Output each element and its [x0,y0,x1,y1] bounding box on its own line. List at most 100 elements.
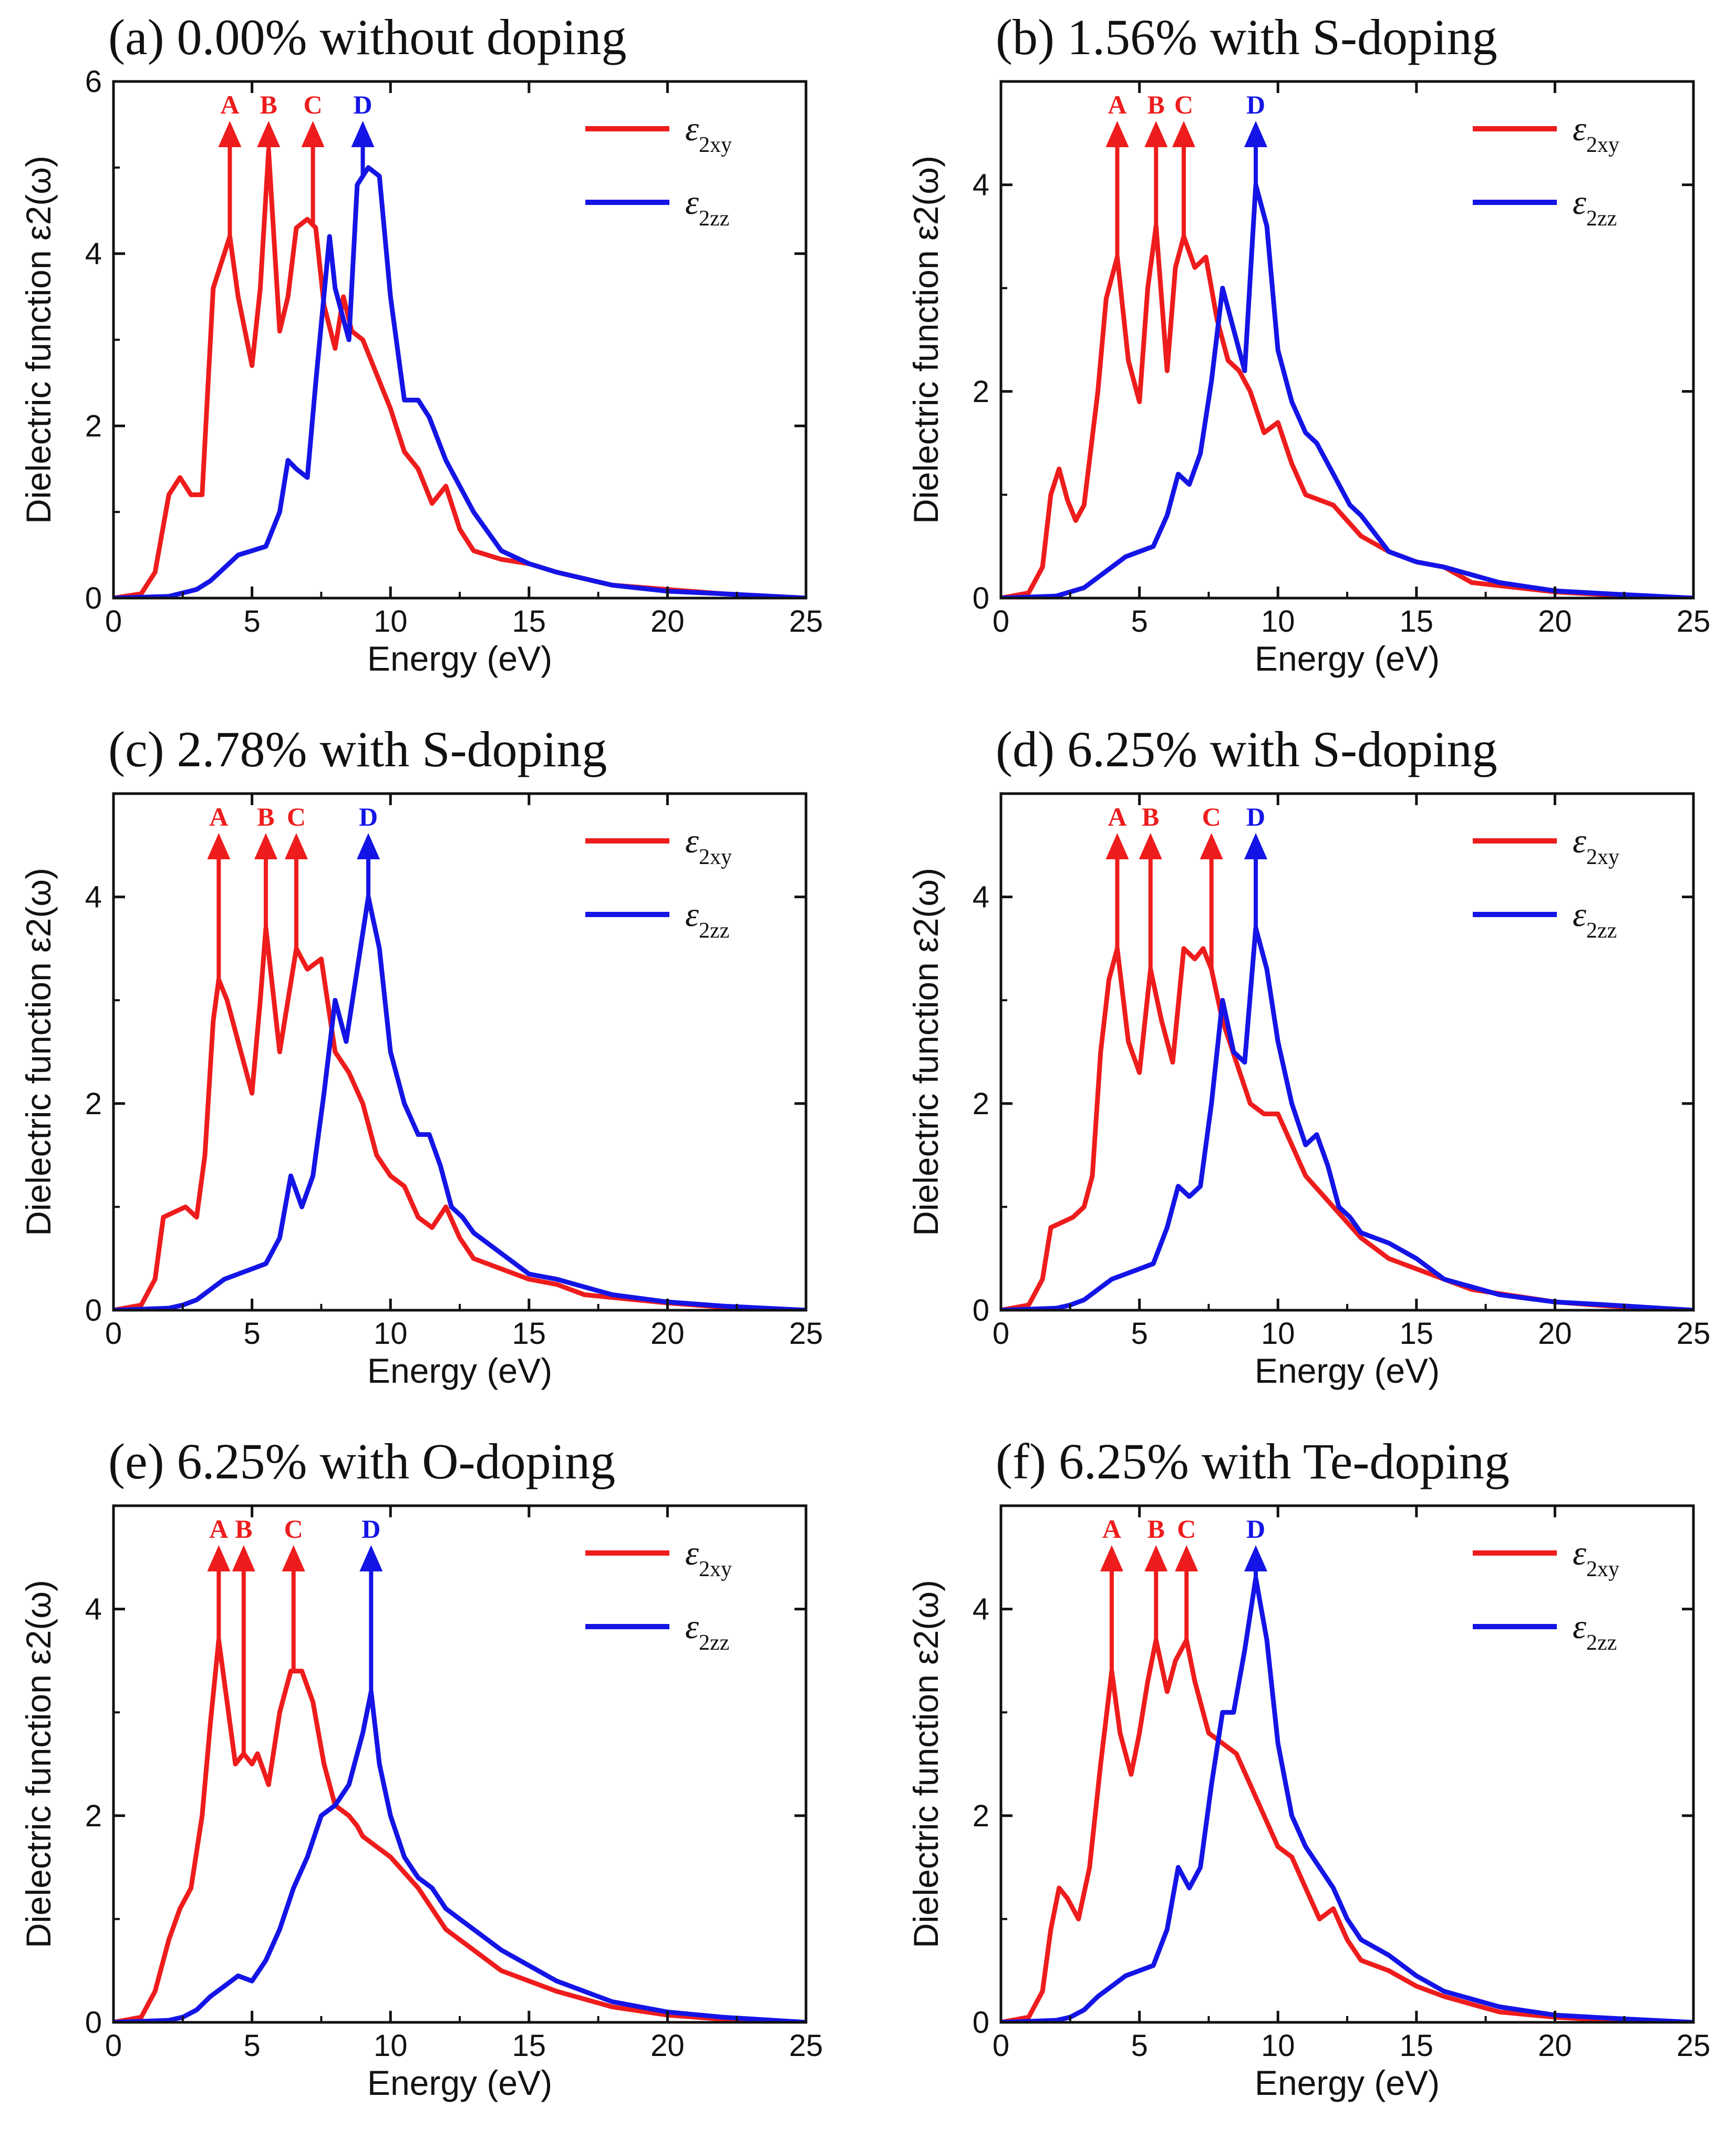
peak-arrow-head [207,833,231,859]
peak-arrow-head [1244,833,1268,859]
x-axis-label: Energy (eV) [367,2063,552,2102]
legend-label-xy: ε2xy [685,822,732,869]
peak-arrow-head [282,1545,305,1571]
y-tick-label: 0 [85,581,102,615]
y-axis-label: Dielectric function ε2(ω) [19,1580,58,1948]
peak-label-C: C [1202,802,1221,831]
peak-arrow-head [1100,1545,1123,1571]
y-axis-label: Dielectric function ε2(ω) [906,1580,945,1948]
peak-label-C: C [287,802,306,831]
x-tick-label: 15 [512,2029,546,2063]
x-tick-label: 20 [650,2029,685,2063]
plot-frame [999,792,1695,1312]
x-axis-label: Energy (eV) [367,639,552,678]
y-axis-label: Dielectric function ε2(ω) [906,868,945,1236]
panel-c: (c) 2.78% with S-doping 0 5 10 15 20 25 0 2 4 Ener… [19,721,823,1390]
legend-label-zz: ε2zz [1573,183,1617,231]
peak-label-A: A [209,802,228,831]
x-tick-label: 5 [243,604,260,639]
peak-label-B: B [1142,802,1159,831]
y-axis-label: Dielectric function ε2(ω) [19,156,58,524]
peak-label-C: C [1177,1514,1196,1544]
series-line-zz [1001,1576,1693,2022]
y-tick-label: 4 [85,880,102,914]
x-tick-label: 5 [243,2029,260,2063]
peak-arrow-head [257,121,281,147]
x-tick-label: 5 [1131,2029,1148,2063]
x-tick-label: 10 [374,1317,408,1351]
y-axis-label: Dielectric function ε2(ω) [19,868,58,1236]
x-axis-label: Energy (eV) [1255,1351,1440,1390]
peak-arrow-head [232,1545,255,1571]
legend-subscript: 2xy [699,845,732,869]
peak-arrow-head [1175,1545,1198,1571]
peak-arrow-head [1144,121,1168,147]
x-tick-label: 10 [374,2029,408,2063]
x-tick-label: 0 [105,2029,122,2063]
peak-arrow-head [284,833,308,859]
legend-subscript: 2zz [1586,207,1617,231]
y-tick-label: 0 [973,1293,989,1328]
legend-subscript: 2xy [1586,133,1619,157]
legend-label-xy: ε2xy [685,110,732,157]
peak-arrow-head [359,1545,383,1571]
peak-label-A: A [1108,90,1127,119]
x-tick-label: 15 [1400,604,1434,639]
peak-arrow-head [301,121,325,147]
x-tick-label: 5 [243,1317,260,1351]
peak-label-B: B [235,1514,252,1544]
x-tick-label: 0 [993,604,1009,639]
x-tick-label: 5 [1131,604,1148,639]
panel-title: (e) 6.25% with O-doping [108,1433,615,1489]
panel-b: (b) 1.56% with S-doping 0 5 10 15 20 25 0 2 4 Ener… [906,9,1710,678]
peak-arrow-head [254,833,277,859]
x-tick-label: 5 [1131,1317,1148,1351]
panel-title: (f) 6.25% with Te-doping [996,1433,1510,1489]
peak-label-A: A [220,90,239,119]
series-line-zz [113,894,806,1310]
series-line-xy [1001,946,1693,1310]
legend-label-zz: ε2zz [685,183,729,231]
x-tick-label: 25 [789,2029,823,2063]
panel-title: (b) 1.56% with S-doping [996,9,1497,65]
legend-label-xy: ε2xy [1573,822,1619,869]
peak-label-D: D [1246,802,1265,831]
legend-subscript: 2zz [699,207,729,231]
legend-subscript: 2xy [1586,1557,1619,1581]
y-tick-label: 0 [973,2006,989,2040]
legend-label-zz: ε2zz [1573,1608,1617,1655]
legend-subscript: 2zz [1586,919,1617,943]
peak-label-D: D [359,802,378,831]
panel-title: (a) 0.00% without doping [108,9,627,65]
x-tick-label: 15 [1400,1317,1434,1351]
panel-e: (e) 6.25% with O-doping 0 5 10 15 20 25 0 2 4 Ener… [19,1433,823,2102]
peak-arrow-head [351,121,375,147]
y-tick-label: 0 [85,2006,102,2040]
x-tick-label: 20 [1538,1317,1572,1351]
y-tick-label: 4 [973,1592,989,1627]
peak-arrow-head [1105,833,1129,859]
peak-label-A: A [1102,1514,1121,1544]
peak-label-C: C [1174,90,1193,119]
legend-label-zz: ε2zz [1573,896,1617,943]
panel-d: (d) 6.25% with S-doping 0 5 10 15 20 25 0 2 4 Ener… [906,721,1710,1390]
series-line-xy [1001,223,1693,598]
peak-label-D: D [1246,90,1265,119]
series-line-zz [1001,182,1693,598]
x-tick-label: 10 [1261,1317,1295,1351]
y-tick-label: 4 [85,237,102,271]
legend-subscript: 2xy [699,133,732,157]
x-tick-label: 10 [1261,604,1295,639]
y-tick-label: 2 [85,1087,102,1121]
peak-arrow-head [1244,1545,1268,1571]
y-tick-label: 6 [85,65,102,99]
peak-label-B: B [260,90,277,119]
peak-arrow-head [1244,121,1268,147]
panel-a: (a) 0.00% without doping 0 5 10 15 20 25 0 2 4 6 En… [19,9,823,678]
peak-arrow-head [1139,833,1162,859]
x-tick-label: 0 [105,1317,122,1351]
x-axis-label: Energy (eV) [367,1351,552,1390]
peak-label-B: B [257,802,274,831]
series-line-zz [1001,926,1693,1310]
